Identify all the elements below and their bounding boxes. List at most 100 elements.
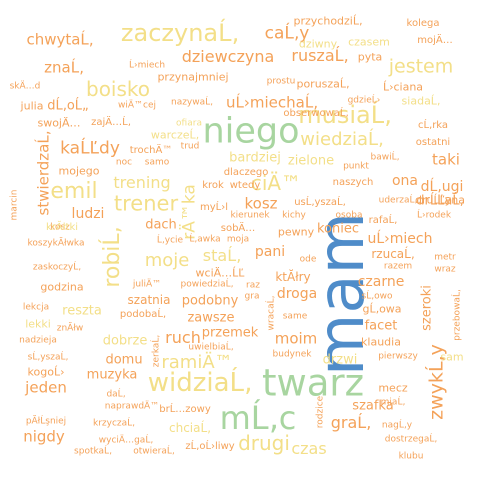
word-zaskoczyl: zaskoczyĹ‚ [32,262,82,273]
word-kierunek: kierunek [230,210,270,221]
word-malc: mĹ‚c [219,399,297,437]
word-pani: pani [254,244,286,260]
word-powiedzial: powiedziaĹ‚ [180,279,234,290]
word-emil: emil [50,179,98,204]
word-obserwowal: obserwowaĹ‚ [283,108,349,119]
word-wciaz: wciÄ…ĹĽ [195,266,245,280]
word-rodzice: rodzice [315,395,326,429]
word-troche: trochÄ™ [129,145,173,156]
word-wiedzial: wiedziaĹ‚ [300,129,384,150]
word-dziwny: dziwny [298,37,338,51]
word-zerkal: zerkaĹ‚ [151,334,162,368]
word-caly: caĹ‚y [264,23,310,44]
word-moja-lower: mojÄ… [417,35,453,46]
word-twarz: twarz [261,361,365,405]
word-lekki: lekki [25,317,51,331]
word-pozniej: pĂłĹşniej [25,416,67,427]
word-dlon: dĹ‚oĹ„ [47,98,89,114]
word-ofiara: ofiara [176,118,202,129]
word-sciana: Ĺ›ciana [382,80,424,94]
word-wtedy: wtedy [229,180,261,191]
word-drzwi: drzwi [322,352,358,368]
word-nagly: nagĹ‚y [381,420,413,431]
word-przychodzil: przychodziĹ‚ [293,14,363,28]
word-usmiechal: uĹ›miechaĹ‚ [226,93,318,112]
word-robial: robiĹ‚ [100,226,125,288]
word-ramie: ramiÄ™ [161,352,233,373]
word-uwielbial: uwielbiaĹ‚ [188,342,234,353]
word-mojego: mojego [58,164,100,178]
word-przynajmniej: przynajmniej [157,70,229,84]
word-stwierdzal: stwierdzaĹ‚ [34,130,53,216]
word-moje: moje [144,250,190,271]
word-chcial: chciaĹ‚ [169,421,211,435]
word-razem: razem [383,261,413,272]
word-kazdy: kaĹĽdy [60,138,120,159]
word-bawil: bawiĹ‚ [370,152,400,163]
word-siadal: siadaĹ‚ [401,94,441,108]
word-brazowy: brĹ…zowy [159,404,211,415]
word-reka: rÄ™ka [179,184,200,240]
word-drzal: drĹĽaĹ‚ [416,193,464,209]
word-niego: niego [202,111,300,152]
word-trening: trening [113,173,171,192]
word-przebowal: przebowaĹ‚ [452,289,463,341]
word-naszych: naszych [332,177,374,188]
word-czasem: czasem [348,35,390,49]
word-cie: ciÄ™ [250,171,302,195]
word-noc: noc [115,157,133,168]
word-dach: dach [145,217,177,233]
word-domu: domu [105,352,143,368]
word-podobny: podobny [181,293,239,309]
word-osoba: osoba [335,210,363,221]
word-podobal: podobaĹ‚ [119,309,167,320]
word-corka: cĹ‚rka [417,120,449,131]
word-gdzies: gdzieĹ› [347,95,381,106]
word-marcin: marcin [9,189,20,221]
word-slyszal: sĹ‚yszaĹ‚ [27,352,69,363]
word-budynek: budynek [272,349,312,360]
word-prostu: prostu [266,76,296,87]
word-poruszal: poruszaĹ‚ [296,77,350,91]
word-zielone: zielone [287,153,335,169]
word-ktory: ktĂłry [275,270,311,284]
word-kolega: kolega [406,18,440,29]
word-moja: moja [226,234,250,245]
word-czarne: czarne [357,274,405,290]
word-julie: juliÄ™ [132,279,162,290]
word-reszta: reszta [62,303,102,319]
word-ostatni: ostatni [415,137,451,148]
word-musial: musiaĹ‚ [298,101,392,129]
word-dlugi: dĹ‚ugi [420,179,464,195]
word-moim: moim [274,329,318,348]
word-trener: trener [113,191,179,216]
word-mial: miaĹ‚ [380,397,406,408]
word-dobrze: dobrze [102,333,148,349]
word-smiech: Ĺ›miech [128,60,166,71]
word-raz: raz [246,280,260,291]
word-glowa: gĹ‚owa [362,302,402,316]
word-bardziej: bardziej [229,150,281,166]
word-sam: sam [440,350,464,364]
word-pewny: pewny [277,225,315,239]
word-ona: ona [391,173,419,189]
word-mysl: myĹ›l [199,202,229,213]
word-szafka: szafka [352,398,394,414]
word-znal: znaĹ‚ [44,58,84,77]
word-kosz: kosz [244,194,278,213]
word-ruch: ruch [165,328,201,347]
word-krotki: krĂłtki [45,222,79,233]
word-droga: droga [276,286,318,302]
word-ruszal: ruszaĹ‚ [291,46,349,65]
word-wracal: wracaĹ‚ [266,295,277,331]
word-zawsze: zawsze [187,310,235,326]
word-uderzal: uderzaĹ‚ [378,195,418,206]
word-stal: staĹ‚ [202,246,242,265]
word-wraz: wraz [434,264,456,275]
word-koszykowka: koszykĂłwka [27,238,85,249]
word-slowo: sĹ‚owo [361,291,393,302]
word-koniec: koniec [316,221,360,237]
word-srodek: Ĺ›rodek [416,210,452,221]
word-nigdy: nigdy [23,427,65,446]
word-krzyczal: krzyczaĹ‚ [92,418,136,429]
